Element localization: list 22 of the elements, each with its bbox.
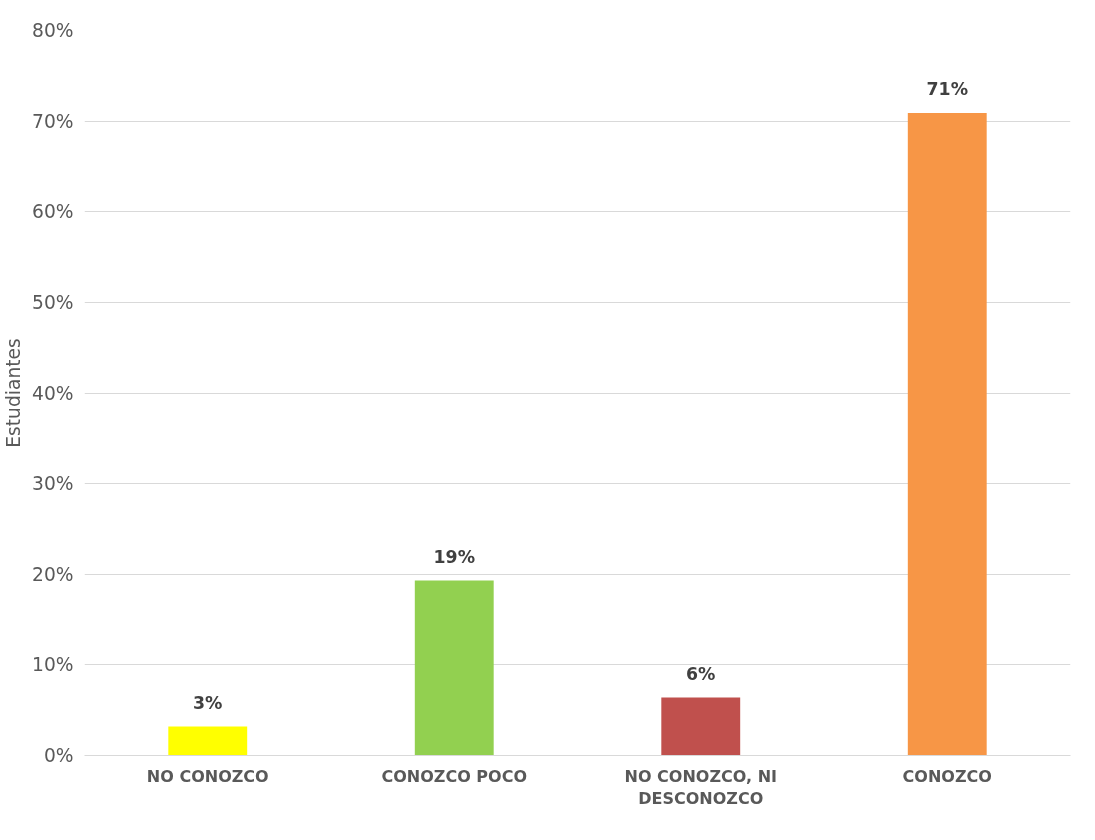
y-tick-label: 10% [32, 654, 74, 676]
y-tick-label: 60% [32, 201, 74, 223]
y-axis-title: Estudiantes [3, 338, 25, 448]
y-tick-label: 20% [32, 563, 74, 585]
bar [661, 697, 741, 756]
y-tick-label: 0% [43, 745, 74, 766]
y-tick-label: 40% [32, 382, 74, 404]
x-tick-label: NO CONOZCO [146, 766, 269, 786]
data-label: 6% [686, 663, 716, 684]
data-label: 71% [926, 78, 968, 99]
y-tick-label: 50% [32, 291, 74, 313]
bar [168, 726, 248, 756]
x-tick-label: CONOZCO [902, 766, 992, 786]
x-tick-label: CONOZCO POCO [381, 766, 528, 786]
y-tick-label: 80% [32, 20, 74, 41]
x-tick-label: NO CONOZCO, NI DESCONOZCO [624, 766, 777, 809]
y-tick-label: 30% [32, 473, 74, 495]
y-tick-label: 70% [32, 110, 74, 132]
bar [414, 580, 494, 756]
data-label: 3% [193, 692, 223, 713]
data-label: 19% [433, 546, 475, 567]
bar [907, 112, 987, 756]
